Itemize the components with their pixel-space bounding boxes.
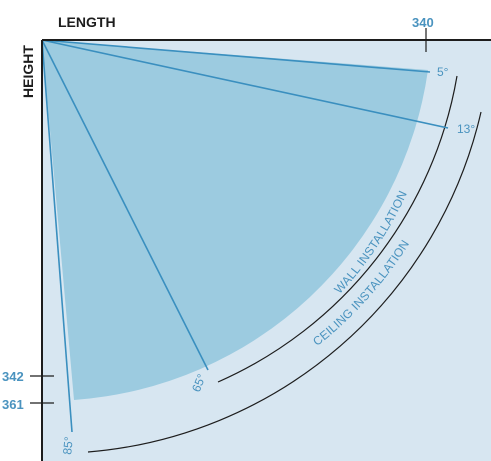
- beam-line-13: [41, 39, 449, 129]
- beam-line-65: [41, 39, 209, 371]
- x-axis-label: LENGTH: [58, 14, 116, 30]
- y-axis-label: HEIGHT: [20, 45, 36, 98]
- wall-installation-arc: [217, 75, 458, 383]
- angle-label-13: 13°: [457, 122, 475, 136]
- angle-label-85: 85°: [60, 436, 76, 456]
- coverage-area: [42, 40, 428, 400]
- y-tick-label-342: 342: [2, 369, 24, 384]
- ceiling-installation-arc: [87, 111, 482, 453]
- beam-line-5: [41, 39, 431, 73]
- beam-line-85: [41, 39, 73, 433]
- beam-lines: [41, 39, 449, 433]
- angle-label-65: 65°: [189, 372, 209, 394]
- y-tick-label-361: 361: [2, 397, 24, 412]
- x-tick-label: 340: [412, 15, 434, 30]
- angle-label-5: 5°: [437, 65, 449, 79]
